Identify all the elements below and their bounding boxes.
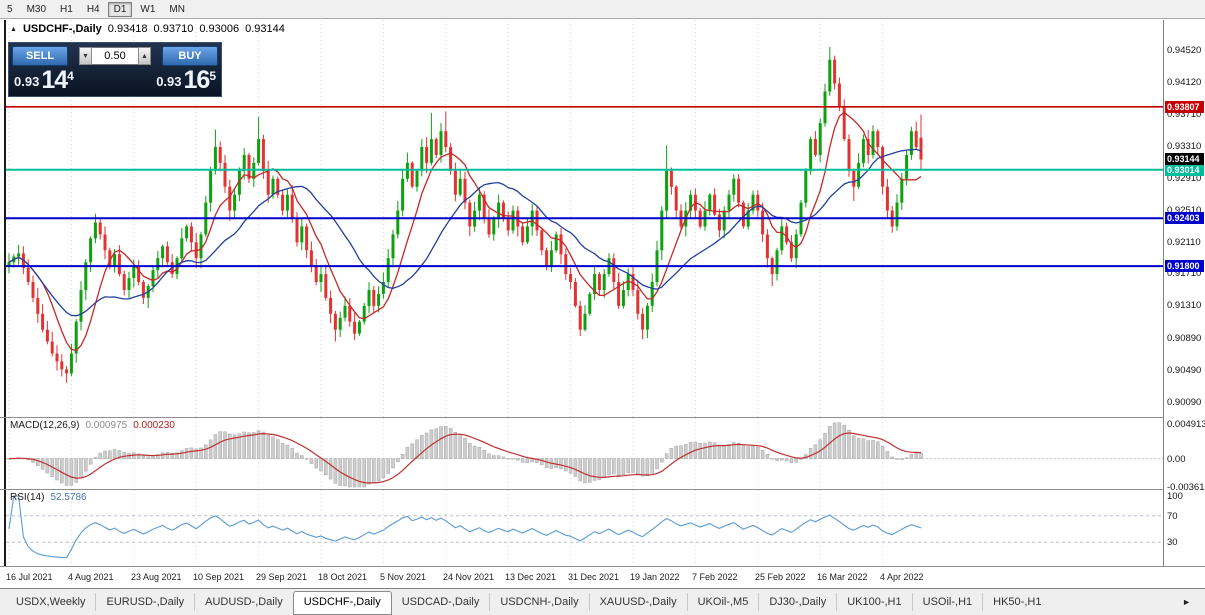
date-label: 25 Feb 2022 (755, 572, 806, 582)
tab-scroll-right-icon[interactable]: ► (1182, 597, 1191, 607)
macd-chart-canvas[interactable] (6, 418, 1163, 489)
macd-pane-label: MACD(12,26,9) 0.000975 0.000230 (10, 420, 175, 431)
ohlc-close: 0.93144 (245, 23, 285, 35)
buy-button[interactable]: BUY (162, 46, 218, 66)
hline-price-badge: 0.93014 (1165, 164, 1204, 176)
hline-price-badge: 0.91800 (1165, 260, 1204, 272)
pane-separator (0, 489, 1205, 490)
volume-up-button[interactable]: ▲ (138, 47, 151, 65)
chart-tab-eurusd-daily[interactable]: EURUSD-,Daily (95, 593, 194, 611)
price-axis[interactable]: 0.94520 0.94120 0.93710 0.93310 0.92910 0.925… (1163, 20, 1205, 566)
price-tick: 0.94520 (1167, 45, 1202, 56)
chart-symbol-title: USDCHF-,Daily (22, 23, 102, 35)
price-tick: 0.92110 (1167, 237, 1201, 248)
chart-tab-hk50-h1[interactable]: HK50-,H1 (982, 593, 1051, 611)
price-tick: 0.90890 (1167, 333, 1202, 344)
date-label: 4 Apr 2022 (880, 572, 924, 582)
timeframe-button-h1[interactable]: H1 (54, 2, 79, 17)
ask-price-main: 16 (183, 66, 211, 94)
chart-tab-usdcnh-daily[interactable]: USDCNH-,Daily (489, 593, 588, 611)
bid-price-pip: 4 (67, 69, 74, 83)
date-label: 5 Nov 2021 (380, 572, 427, 582)
macd-tick: -0.00361 (1167, 482, 1205, 493)
pane-separator (0, 566, 1205, 567)
price-tick: 0.90090 (1167, 397, 1202, 408)
chart-tab-usdcad-daily[interactable]: USDCAD-,Daily (401, 596, 480, 608)
bottom-tabbar-tabs: USDX,Weekly EURUSD-,Daily AUDUSD-,Daily USD… (6, 590, 1051, 615)
chart-header: ▲ USDCHF-,Daily 0.93418 0.93710 0.93006 … (10, 23, 285, 35)
date-label: 13 Dec 2021 (505, 572, 557, 582)
timeframe-button-5[interactable]: 5 (1, 2, 19, 17)
macd-signal-value: 0.000230 (133, 420, 175, 431)
pane-separator (0, 417, 1205, 418)
macd-tick: 0.004913 (1167, 419, 1205, 430)
date-label: 7 Feb 2022 (692, 572, 738, 582)
sell-button[interactable]: SELL (12, 46, 68, 66)
price-tick: 0.93710 (1167, 109, 1202, 120)
timeframe-button-h4[interactable]: H4 (81, 2, 106, 17)
date-label: 4 Aug 2021 (68, 572, 114, 582)
timeframe-toolbar: 5 M30 H1 H4 D1 W1 MN (0, 0, 1205, 19)
timeframe-button-m30[interactable]: M30 (21, 2, 52, 17)
volume-input[interactable] (92, 47, 138, 65)
ask-price-prefix: 0.93 (156, 74, 182, 89)
rsi-value: 52.5786 (50, 492, 87, 503)
date-label: 18 Oct 2021 (318, 572, 368, 582)
timeframe-button-mn[interactable]: MN (163, 2, 191, 17)
timeframe-button-w1[interactable]: W1 (134, 2, 161, 17)
date-label: 16 Jul 2021 (6, 572, 53, 582)
date-label: 31 Dec 2021 (568, 572, 620, 582)
current-price-badge: 0.93144 (1165, 153, 1204, 165)
price-tick: 0.94120 (1167, 77, 1202, 88)
ohlc-open: 0.93418 (107, 23, 148, 35)
chart-tab-ukoil-m5[interactable]: UKOil-,M5 (686, 593, 759, 611)
bottom-tabbar: USDX,Weekly EURUSD-,Daily AUDUSD-,Daily USD… (0, 588, 1205, 615)
chart-tab-usdx-weekly[interactable]: USDX,Weekly (16, 596, 86, 608)
timeframe-button-d1[interactable]: D1 (107, 1, 133, 17)
date-label: 24 Nov 2021 (443, 572, 495, 582)
macd-label: MACD(12,26,9) (10, 420, 80, 431)
date-axis[interactable]: 16 Jul 2021 4 Aug 2021 23 Aug 2021 10 Sep 2… (6, 567, 1163, 587)
window-left-frame (4, 20, 6, 567)
price-tick: 0.90490 (1167, 365, 1202, 376)
hline-price-badge: 0.92403 (1165, 212, 1204, 224)
rsi-tick: 100 (1167, 491, 1183, 502)
date-label: 10 Sep 2021 (193, 572, 245, 582)
volume-down-button[interactable]: ▼ (79, 47, 92, 65)
macd-tick: 0.00 (1167, 454, 1186, 465)
date-label: 16 Mar 2022 (817, 572, 868, 582)
bid-price-prefix: 0.93 (14, 74, 40, 89)
date-label: 29 Sep 2021 (256, 572, 308, 582)
price-tick: 0.91310 (1167, 300, 1202, 311)
date-label: 23 Aug 2021 (131, 572, 182, 582)
rsi-chart-canvas[interactable] (6, 490, 1163, 566)
one-click-collapse-icon[interactable]: ▲ (10, 25, 17, 33)
ohlc-high: 0.93710 (153, 23, 194, 35)
chart-tab-usoil-h1[interactable]: USOil-,H1 (911, 593, 983, 611)
ohlc-low: 0.93006 (199, 23, 240, 35)
chart-tab-audusd-daily[interactable]: AUDUSD-,Daily (194, 593, 293, 611)
rsi-tick: 70 (1167, 511, 1178, 522)
chart-tab-usdchf-daily[interactable]: USDCHF-,Daily (292, 590, 392, 615)
chart-tab-uk100-h1[interactable]: UK100-,H1 (836, 593, 911, 611)
hline-price-badge: 0.93807 (1165, 101, 1204, 113)
macd-main-value: 0.000975 (85, 420, 128, 431)
price-tick: 0.92510 (1167, 205, 1202, 216)
bid-price-main: 14 (41, 66, 68, 94)
ask-price: 0.93 16 5 (154, 67, 218, 93)
one-click-trading-panel: SELL ▼ ▲ BUY 0.93 14 4 0.93 16 5 (8, 42, 222, 97)
chart-tab-dj30-daily[interactable]: DJ30-,Daily (758, 593, 836, 611)
price-tick: 0.91710 (1167, 268, 1202, 279)
rsi-pane-label: RSI(14) 52.5786 (10, 492, 87, 503)
price-tick: 0.92910 (1167, 173, 1202, 184)
price-tick: 0.93310 (1167, 141, 1202, 152)
ask-price-pip: 5 (209, 69, 216, 83)
rsi-tick: 30 (1167, 537, 1178, 548)
rsi-label: RSI(14) (10, 492, 45, 503)
date-label: 19 Jan 2022 (630, 572, 680, 582)
bid-price: 0.93 14 4 (12, 67, 76, 93)
chart-tab-xauusd-daily[interactable]: XAUUSD-,Daily (588, 593, 687, 611)
